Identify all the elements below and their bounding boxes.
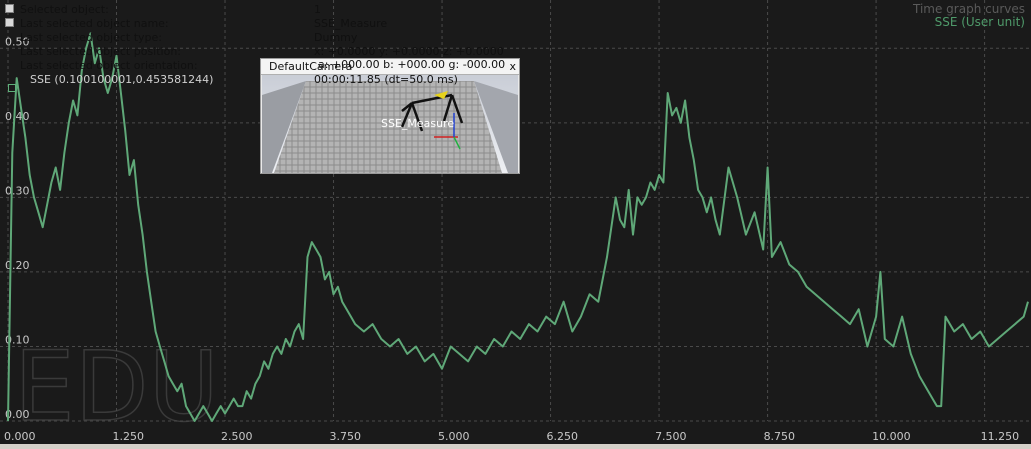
- collapse-toggle-icon[interactable]: [5, 4, 14, 13]
- camera-view-window[interactable]: DefaultCamera x: [260, 58, 520, 174]
- graph-title: Time graph curves: [913, 2, 1025, 16]
- scene-object-label: SSE_Measure: [381, 117, 455, 130]
- camera-view-title: DefaultCamera: [269, 60, 353, 73]
- x-tick-label: 2.500: [221, 430, 253, 443]
- info-last-name-value: SSE_Measure: [314, 17, 388, 30]
- x-tick-label: 11.250: [981, 430, 1020, 443]
- info-last-type-value: Dummy: [314, 31, 358, 44]
- object-info-toggle-icon[interactable]: [5, 18, 14, 27]
- x-tick-label: 8.750: [764, 430, 796, 443]
- camera-scene: [262, 75, 518, 173]
- y-tick-label: 0.30: [5, 184, 30, 197]
- simulation-time: 00:00:11.85 (dt=50.0 ms): [314, 73, 458, 86]
- x-tick-label: 5.000: [438, 430, 470, 443]
- info-last-name-label: Last selected object name:: [20, 17, 169, 30]
- scene-wall-left: [262, 81, 306, 173]
- info-last-position-label: Last selected object position:: [20, 45, 182, 58]
- series-marker-icon[interactable]: [8, 84, 16, 92]
- x-tick-label: 0.000: [4, 430, 36, 443]
- y-tick-label: 0.40: [5, 110, 30, 123]
- info-last-orientation-label: Last selected object orientation:: [20, 59, 198, 72]
- info-last-type-label: Last selected object type:: [20, 31, 163, 44]
- x-tick-label: 7.500: [655, 430, 687, 443]
- series-line: [7, 32, 1029, 422]
- sse-readout: SSE (0.100100001,0.453581244): [30, 73, 214, 86]
- robot-model-icon: [400, 93, 464, 132]
- camera-angles: a: +000.00 b: +000.00 g: -000.00: [318, 58, 506, 71]
- y-tick-label: 0.00: [5, 408, 30, 421]
- x-tick-label: 3.750: [330, 430, 362, 443]
- graph-title-block: Time graph curves SSE (User unit): [913, 3, 1025, 29]
- y-tick-label: 0.50: [5, 35, 30, 48]
- scene-floor: [274, 81, 502, 173]
- info-last-position-value: x: +0.0000 y: +0.0000 z: +0.0000: [314, 45, 504, 58]
- scene-yellow-marker: [434, 91, 448, 99]
- series-legend-label: SSE (User unit): [934, 15, 1025, 29]
- info-selected-object-label: Selected object:: [20, 3, 109, 16]
- x-tick-label: 1.250: [113, 430, 145, 443]
- y-tick-label: 0.20: [5, 259, 30, 272]
- x-tick-label: 6.250: [547, 430, 579, 443]
- axes-gizmo-icon: [434, 113, 461, 150]
- info-selected-object-value: 1: [314, 3, 321, 16]
- camera-view-titlebar[interactable]: DefaultCamera x: [261, 59, 519, 75]
- y-tick-label: 0.10: [5, 333, 30, 346]
- scene-wall-right: [474, 81, 518, 173]
- close-icon[interactable]: x: [509, 60, 516, 73]
- x-tick-label: 10.000: [872, 430, 911, 443]
